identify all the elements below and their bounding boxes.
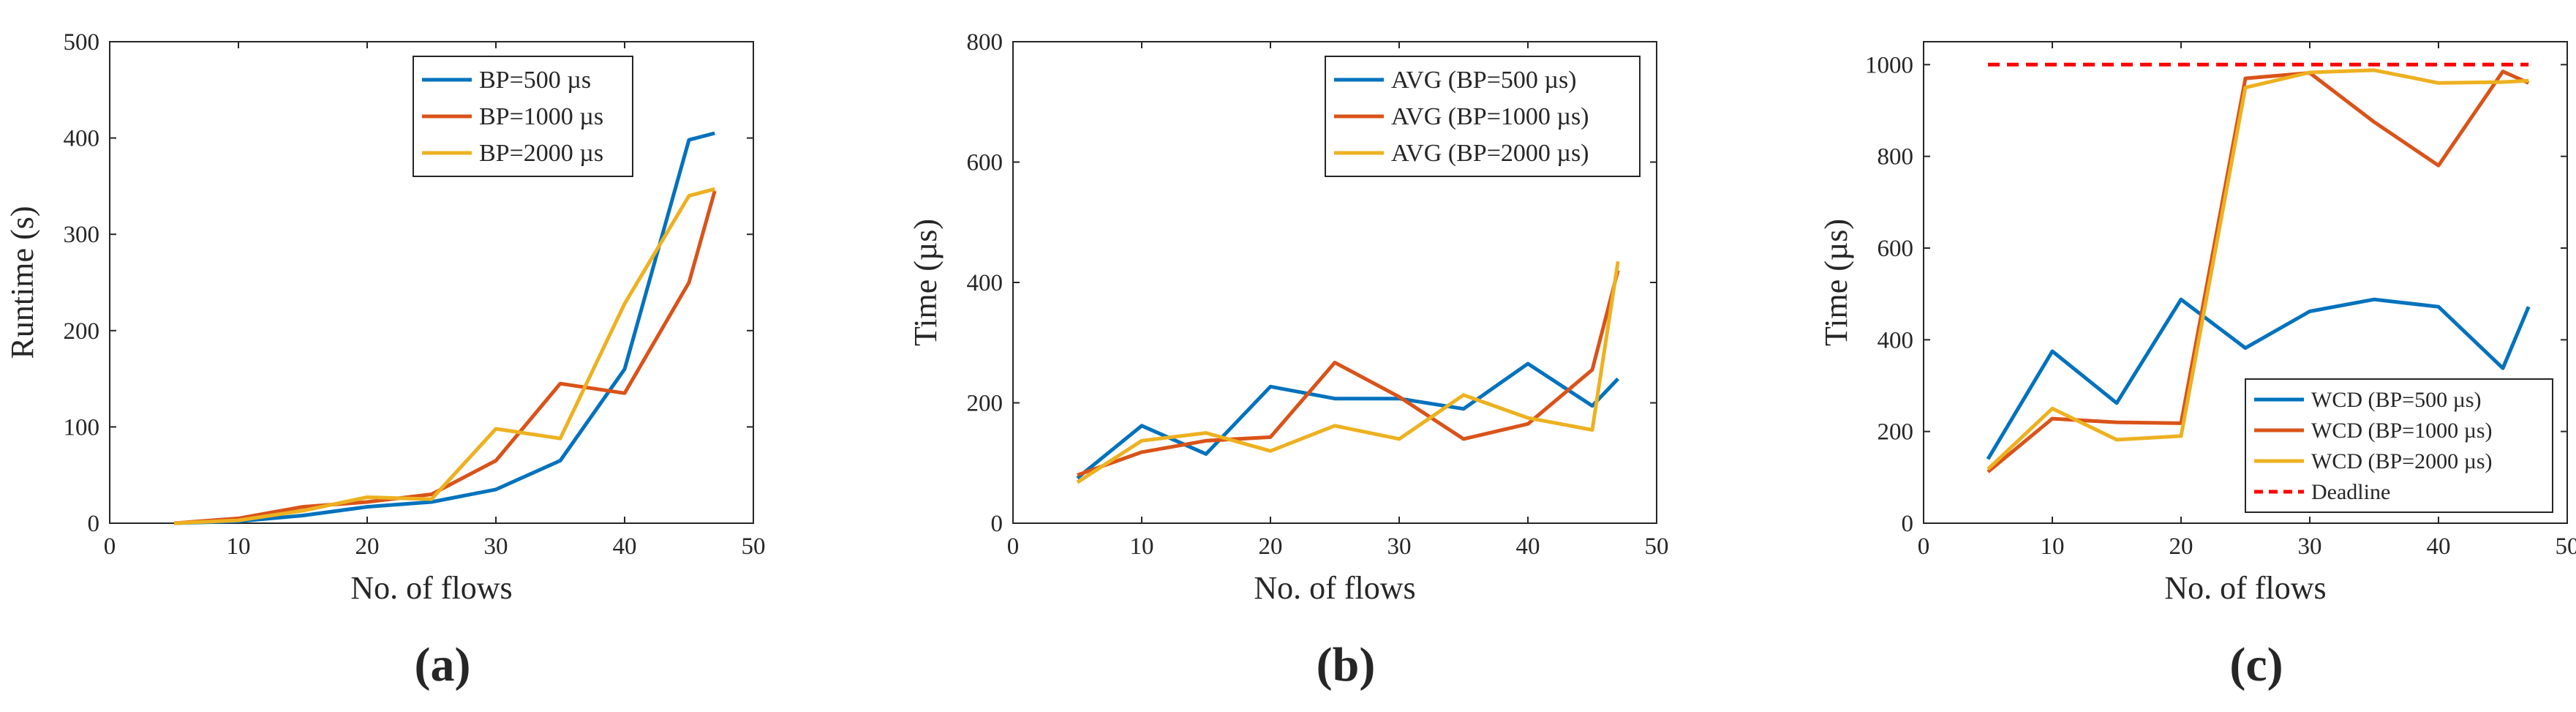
x-tick-label: 0 bbox=[104, 533, 116, 560]
series-line-1 bbox=[1986, 70, 2530, 473]
series-line-2 bbox=[1986, 68, 2529, 471]
panel-label: (b) bbox=[1317, 638, 1376, 692]
x-tick-label: 10 bbox=[1130, 533, 1154, 560]
legend-entry-label: WCD (BP=2000 µs) bbox=[2311, 449, 2493, 473]
x-tick-label: 0 bbox=[1918, 533, 1930, 560]
legend-entry-label: AVG (BP=500 µs) bbox=[1391, 67, 1577, 94]
y-axis-label: Runtime (s) bbox=[4, 206, 40, 359]
y-tick-label: 0 bbox=[991, 511, 1003, 537]
x-tick-label: 30 bbox=[2298, 533, 2322, 560]
x-tick-label: 20 bbox=[1259, 533, 1283, 560]
x-tick-label: 30 bbox=[484, 533, 508, 560]
series-line-0 bbox=[173, 131, 715, 525]
legend-entry-label: AVG (BP=1000 µs) bbox=[1391, 103, 1589, 130]
y-tick-label: 800 bbox=[967, 29, 1003, 56]
y-tick-label: 0 bbox=[1902, 511, 1914, 537]
legend-entry-label: Deadline bbox=[2311, 480, 2390, 504]
chart-panel-c: 0 10 20 30 40 50 0 200 400 600 800 1000 No. of flows… bbox=[1818, 41, 2576, 692]
x-tick-label: 50 bbox=[2556, 533, 2576, 560]
y-tick-label: 400 bbox=[64, 126, 100, 152]
y-tick-label: 1000 bbox=[1865, 52, 1913, 78]
panel-label: (a) bbox=[415, 638, 471, 692]
x-tick-label: 20 bbox=[2169, 533, 2193, 560]
y-tick-label: 0 bbox=[88, 511, 100, 537]
x-tick-label: 40 bbox=[613, 533, 637, 560]
plot-area-frame bbox=[109, 41, 754, 524]
x-tick-label: 10 bbox=[2041, 533, 2065, 560]
series-line-1 bbox=[173, 190, 717, 525]
x-axis-label: No. of flows bbox=[350, 570, 512, 606]
y-tick-label: 200 bbox=[1878, 419, 1914, 446]
x-axis-label: No. of flows bbox=[1254, 570, 1415, 606]
y-axis-label: Time (µs) bbox=[1818, 219, 1854, 346]
y-tick-label: 800 bbox=[1878, 144, 1914, 170]
series-line-0 bbox=[1986, 297, 2531, 460]
series-line-1 bbox=[1077, 269, 1620, 477]
legend: AVG (BP=500 µs) AVG (BP=1000 µs) AVG (BP=2… bbox=[1325, 56, 1641, 177]
legend-entry-label: WCD (BP=500 µs) bbox=[2311, 388, 2482, 412]
legend-entry-label: WCD (BP=1000 µs) bbox=[2311, 419, 2493, 443]
legend-entry-label: AVG (BP=2000 µs) bbox=[1391, 140, 1589, 167]
legend: WCD (BP=500 µs) WCD (BP=1000 µs) WCD (BP=2… bbox=[2245, 378, 2553, 513]
series-line-2 bbox=[173, 187, 715, 525]
y-tick-label: 500 bbox=[64, 29, 100, 56]
chart-panel-b: 0 10 20 30 40 50 0 200 400 600 800 No. of flows Time… bbox=[908, 29, 1669, 692]
y-tick-label: 100 bbox=[64, 414, 100, 441]
x-tick-label: 40 bbox=[1516, 533, 1540, 560]
series-line-0 bbox=[1076, 361, 1620, 480]
x-tick-label: 30 bbox=[1387, 533, 1412, 560]
x-tick-label: 50 bbox=[742, 533, 766, 560]
y-tick-label: 400 bbox=[1878, 327, 1914, 353]
panel-label: (c) bbox=[2229, 638, 2283, 692]
x-tick-label: 50 bbox=[1645, 533, 1669, 560]
y-tick-label: 200 bbox=[64, 318, 100, 345]
y-tick-label: 400 bbox=[967, 270, 1003, 296]
plot-area-frame bbox=[1923, 41, 2568, 524]
legend-entry-label: BP=1000 µs bbox=[479, 103, 603, 130]
y-axis-label: Time (µs) bbox=[908, 219, 944, 346]
x-axis-label: No. of flows bbox=[2164, 570, 2326, 606]
y-tick-label: 300 bbox=[64, 222, 100, 248]
x-tick-label: 20 bbox=[355, 533, 380, 560]
legend-entry-label: BP=2000 µs bbox=[479, 140, 603, 167]
series-line-2 bbox=[1076, 261, 1620, 484]
x-tick-label: 40 bbox=[2427, 533, 2451, 560]
y-tick-label: 600 bbox=[1878, 236, 1914, 262]
x-tick-label: 0 bbox=[1007, 533, 1020, 560]
x-tick-label: 10 bbox=[227, 533, 251, 560]
y-tick-label: 200 bbox=[967, 391, 1003, 417]
legend: BP=500 µs BP=1000 µs BP=2000 µs bbox=[413, 56, 633, 177]
legend-entry-label: BP=500 µs bbox=[479, 67, 591, 94]
y-tick-label: 600 bbox=[967, 150, 1003, 176]
